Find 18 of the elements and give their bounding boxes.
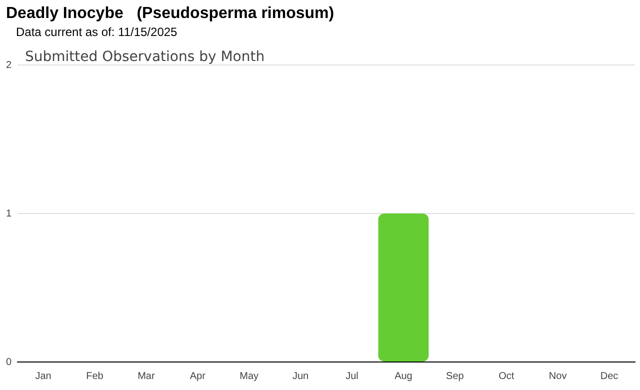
annotation: Submitted Observations by Month xyxy=(25,49,265,65)
chart-subtitle: Data current as of: 11/15/2025 xyxy=(16,25,178,39)
y-tick-label: 2 xyxy=(6,60,12,71)
x-tick-label: Oct xyxy=(498,370,514,382)
x-tick-label: Dec xyxy=(600,370,618,382)
x-tick-label: Feb xyxy=(86,370,104,382)
x-tick-label: Mar xyxy=(138,370,156,382)
x-tick-label: Nov xyxy=(548,370,567,382)
chart-title: Deadly Inocybe (Pseudosperma rimosum) xyxy=(6,5,334,23)
x-tick-label: May xyxy=(240,370,259,382)
y-tick-label: 0 xyxy=(6,356,12,368)
y-tick-label: 1 xyxy=(6,208,12,220)
x-tick-label: Aug xyxy=(394,370,412,382)
x-tick-label: Jan xyxy=(35,370,52,382)
x-tick-label: Sep xyxy=(446,370,464,382)
x-tick-label: Apr xyxy=(190,370,206,382)
x-tick-label: Jun xyxy=(292,370,309,382)
x-tick-label: Jul xyxy=(346,370,358,382)
